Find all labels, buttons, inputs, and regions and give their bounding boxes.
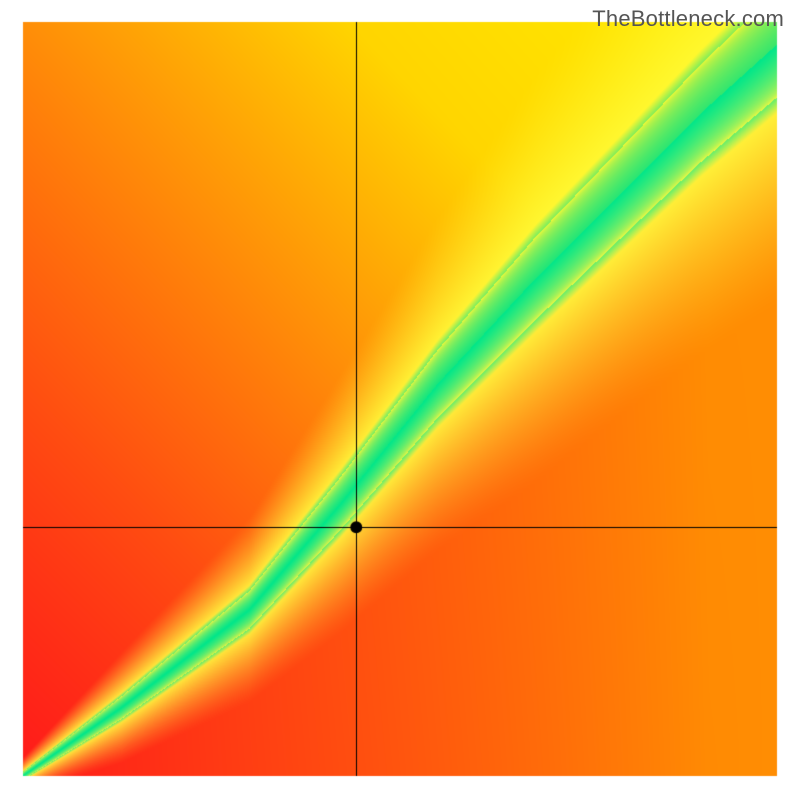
chart-container: TheBottleneck.com: [0, 0, 800, 800]
watermark-text: TheBottleneck.com: [592, 6, 784, 32]
bottleneck-heatmap-canvas: [0, 0, 800, 800]
